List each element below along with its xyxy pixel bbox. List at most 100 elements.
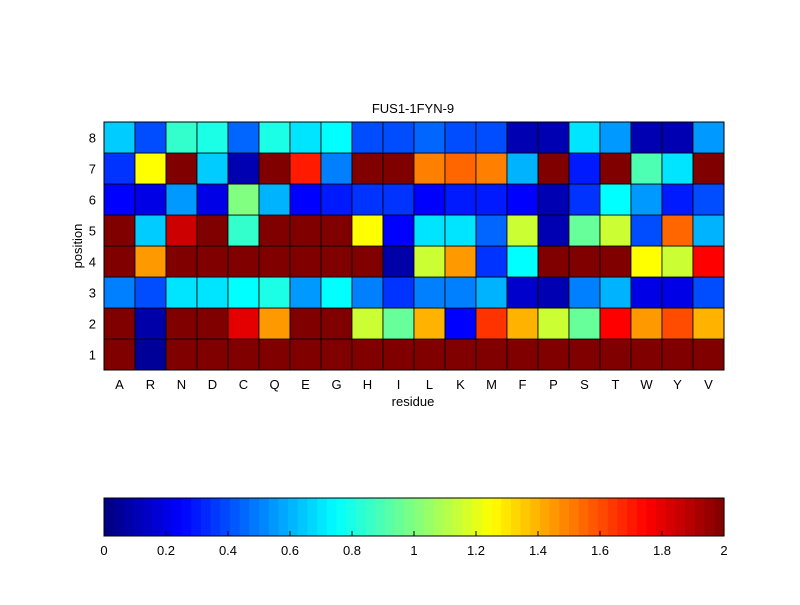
colorbar-tick-label: 0.2 bbox=[157, 543, 175, 558]
heatmap-cell bbox=[599, 152, 632, 185]
heatmap-cell bbox=[475, 121, 508, 154]
x-tick-label: M bbox=[486, 377, 497, 392]
heatmap-cell bbox=[630, 338, 663, 371]
heatmap-cell bbox=[568, 307, 601, 340]
colorbar-swatch bbox=[510, 498, 522, 536]
heatmap-cell bbox=[506, 121, 539, 154]
heatmap-cell bbox=[444, 245, 477, 278]
heatmap-cell bbox=[134, 338, 167, 371]
heatmap-cell bbox=[506, 245, 539, 278]
colorbar-swatch bbox=[462, 498, 473, 536]
heatmap-cell bbox=[196, 121, 229, 154]
heatmap-cell bbox=[568, 338, 601, 371]
heatmap-cell bbox=[444, 276, 477, 309]
x-tick-label: H bbox=[363, 377, 372, 392]
heatmap-cell bbox=[196, 214, 229, 247]
heatmap-cell bbox=[630, 214, 663, 247]
heatmap-cell bbox=[258, 307, 291, 340]
heatmap-cell bbox=[134, 214, 167, 247]
heatmap-cell bbox=[475, 276, 508, 309]
heatmap-cell bbox=[165, 121, 198, 154]
heatmap-cell bbox=[568, 183, 601, 216]
heatmap-cell bbox=[227, 276, 260, 309]
colorbar-swatch bbox=[539, 498, 551, 536]
heatmap-cell bbox=[475, 338, 508, 371]
colorbar-swatch bbox=[665, 498, 677, 536]
heatmap-cell bbox=[537, 183, 570, 216]
heatmap-cell bbox=[258, 214, 291, 247]
heatmap-cell bbox=[227, 214, 260, 247]
colorbar-swatch bbox=[569, 498, 580, 536]
heatmap-cell bbox=[413, 276, 446, 309]
heatmap-cell bbox=[103, 307, 136, 340]
colorbar-swatch bbox=[588, 498, 599, 536]
heatmap-cells bbox=[103, 121, 725, 371]
heatmap-cell bbox=[537, 152, 570, 185]
heatmap-cell bbox=[661, 214, 694, 247]
x-tick-label: P bbox=[549, 377, 558, 392]
plot-frame bbox=[103, 121, 725, 371]
colorbar-swatch bbox=[578, 498, 589, 536]
heatmap-cell bbox=[413, 152, 446, 185]
colorbar-swatch bbox=[152, 498, 163, 536]
heatmap-cell bbox=[103, 152, 136, 185]
colorbar-tick-label: 1 bbox=[410, 543, 417, 558]
colorbar-swatch bbox=[297, 498, 309, 536]
heatmap-cell bbox=[103, 121, 136, 154]
colorbar-swatch bbox=[162, 498, 173, 536]
heatmap-cell bbox=[475, 214, 508, 247]
x-tick-label: D bbox=[208, 377, 217, 392]
heatmap-cell bbox=[382, 183, 415, 216]
y-tick-label: 2 bbox=[89, 317, 96, 332]
heatmap-cell bbox=[382, 152, 415, 185]
colorbar-swatch bbox=[472, 498, 483, 536]
heatmap-cell bbox=[382, 276, 415, 309]
colorbar-swatch bbox=[394, 498, 405, 536]
colorbar-swatch bbox=[656, 498, 667, 536]
heatmap-cell bbox=[289, 307, 322, 340]
heatmap-cell bbox=[506, 307, 539, 340]
heatmap-cell bbox=[289, 214, 322, 247]
x-tick-label: L bbox=[426, 377, 433, 392]
heatmap-cell bbox=[320, 214, 353, 247]
heatmap-cell bbox=[630, 183, 663, 216]
colorbar-swatch bbox=[239, 498, 250, 536]
heatmap-cell bbox=[630, 245, 663, 278]
heatmap-cell bbox=[692, 276, 725, 309]
heatmap-cell bbox=[413, 245, 446, 278]
heatmap-cell bbox=[444, 214, 477, 247]
x-tick-label: K bbox=[456, 377, 465, 392]
colorbar-tick-label: 0 bbox=[100, 543, 107, 558]
colorbar-swatch bbox=[307, 498, 318, 536]
colorbar-swatch bbox=[346, 498, 357, 536]
heatmap-cell bbox=[692, 152, 725, 185]
x-tick-label: T bbox=[612, 377, 620, 392]
heatmap-cell bbox=[196, 307, 229, 340]
x-axis-label: residue bbox=[392, 394, 435, 409]
heatmap-cell bbox=[599, 338, 632, 371]
heatmap-cell bbox=[134, 183, 167, 216]
x-tick-label: F bbox=[519, 377, 527, 392]
heatmap-cell bbox=[351, 121, 384, 154]
heatmap-cell bbox=[599, 183, 632, 216]
colorbar-tick-label: 1.8 bbox=[653, 543, 671, 558]
colorbar-tick-label: 2 bbox=[720, 543, 727, 558]
colorbar-swatch bbox=[336, 498, 347, 536]
colorbar-swatch bbox=[646, 498, 657, 536]
heatmap-cell bbox=[134, 276, 167, 309]
heatmap-cell bbox=[475, 307, 508, 340]
heatmap-cell bbox=[475, 183, 508, 216]
heatmap-cell bbox=[351, 245, 384, 278]
heatmap-cell bbox=[289, 338, 322, 371]
heatmap-cell bbox=[630, 121, 663, 154]
heatmap-cell bbox=[320, 276, 353, 309]
y-tick-labels: 1 2 3 4 5 6 7 8 bbox=[89, 131, 96, 363]
heatmap-cell bbox=[227, 245, 260, 278]
heatmap-cell bbox=[506, 214, 539, 247]
heatmap-cell bbox=[661, 183, 694, 216]
y-tick-label: 4 bbox=[89, 255, 96, 270]
heatmap-cell bbox=[692, 183, 725, 216]
heatmap-cell bbox=[661, 121, 694, 154]
heatmap-cell bbox=[692, 121, 725, 154]
